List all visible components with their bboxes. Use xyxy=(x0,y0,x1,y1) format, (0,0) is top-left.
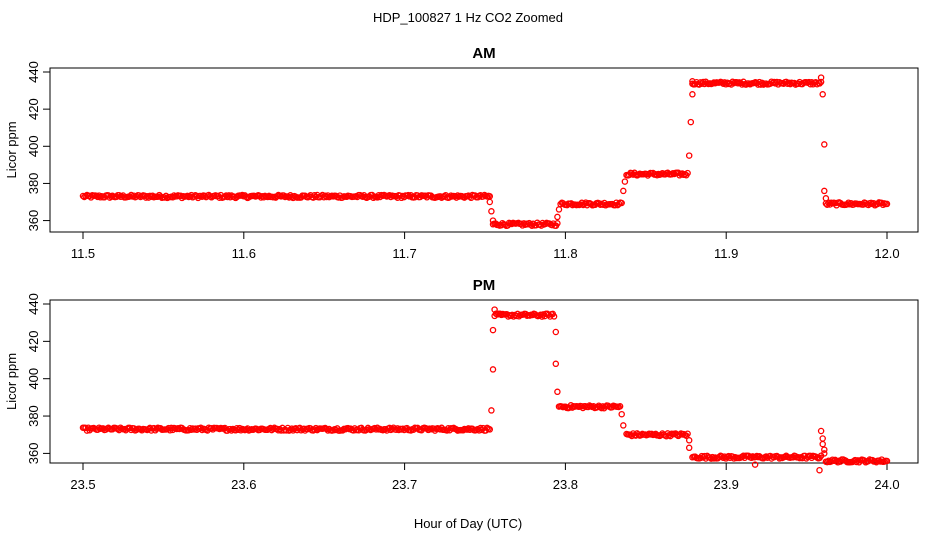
data-point xyxy=(684,169,691,177)
y-tick-label: 380 xyxy=(26,173,41,195)
data-point xyxy=(819,91,826,98)
panel-pm: PM 23.5 23.6 23.7 23.8 23.9 24.0 360 380 400 420 44… xyxy=(4,277,919,492)
data-point xyxy=(550,313,558,320)
x-tick-label: 23.9 xyxy=(714,477,739,492)
data-point xyxy=(819,440,826,448)
data-point xyxy=(817,74,825,81)
data-point xyxy=(616,403,624,410)
y-tick-label: 440 xyxy=(26,61,41,83)
data-point xyxy=(685,152,693,159)
x-tick-label: 11.8 xyxy=(553,246,577,261)
data-point xyxy=(819,435,826,442)
data-point xyxy=(554,220,561,227)
data-point xyxy=(733,78,740,86)
data-point xyxy=(883,457,891,465)
x-tick-label: 11.5 xyxy=(71,246,95,261)
data-point xyxy=(491,306,498,313)
data-point xyxy=(816,466,823,474)
x-tick-label: 23.8 xyxy=(553,477,578,492)
x-tick-label: 23.7 xyxy=(392,477,417,492)
data-point xyxy=(689,91,696,98)
data-point xyxy=(552,328,560,336)
data-point xyxy=(465,425,472,432)
panel-title: AM xyxy=(472,45,495,62)
data-points xyxy=(79,74,891,230)
data-point xyxy=(677,430,685,437)
y-tick-label: 380 xyxy=(26,405,41,427)
x-tick-label: 11.6 xyxy=(232,246,256,261)
data-point xyxy=(486,198,494,206)
data-point xyxy=(620,187,627,195)
y-axis-label: Licor ppm xyxy=(4,121,19,178)
y-tick-label: 360 xyxy=(26,210,41,232)
data-point xyxy=(488,208,495,215)
data-point xyxy=(554,213,561,221)
x-tick-label: 11.9 xyxy=(714,246,738,261)
data-point xyxy=(685,437,693,444)
data-point xyxy=(488,407,495,414)
data-point xyxy=(486,426,494,433)
data-point xyxy=(618,410,625,418)
x-tick-label: 23.5 xyxy=(70,477,95,492)
data-point xyxy=(552,360,560,368)
data-points xyxy=(79,306,891,474)
data-point xyxy=(821,141,828,148)
data-point xyxy=(689,78,696,85)
figure-title: HDP_100827 1 Hz CO2 Zoomed xyxy=(373,10,563,25)
data-point xyxy=(687,118,695,126)
x-axis-label: Hour of Day (UTC) xyxy=(414,516,522,531)
x-tick-label: 12.0 xyxy=(874,246,899,261)
x-tick-label: 11.7 xyxy=(392,246,416,261)
data-point xyxy=(628,170,636,177)
y-tick-label: 400 xyxy=(26,135,41,157)
x-tick-label: 24.0 xyxy=(874,477,899,492)
data-point xyxy=(489,217,497,224)
data-point xyxy=(821,446,828,453)
y-axis-label: Licor ppm xyxy=(4,353,19,410)
data-point xyxy=(751,461,759,468)
y-tick-label: 420 xyxy=(26,330,41,352)
y-tick-label: 440 xyxy=(26,293,41,315)
data-point xyxy=(621,178,629,185)
data-point xyxy=(618,199,625,207)
data-point xyxy=(823,458,831,466)
data-point xyxy=(817,78,825,86)
panel-title: PM xyxy=(473,277,496,294)
data-point xyxy=(883,200,891,208)
data-point xyxy=(684,430,691,437)
data-point xyxy=(762,453,770,460)
data-point xyxy=(489,326,497,334)
data-point xyxy=(821,450,828,457)
data-point xyxy=(653,171,661,179)
data-point xyxy=(548,221,556,229)
data-point xyxy=(554,388,561,396)
data-point xyxy=(620,422,627,429)
data-point xyxy=(817,427,825,435)
plot-frame xyxy=(49,299,919,464)
data-point xyxy=(753,452,761,460)
data-point xyxy=(853,458,860,466)
data-point xyxy=(822,195,830,202)
x-tick-label: 23.6 xyxy=(231,477,256,492)
y-tick-label: 400 xyxy=(26,368,41,390)
data-point xyxy=(685,444,693,452)
data-point xyxy=(816,80,823,87)
data-point xyxy=(489,366,497,373)
data-point xyxy=(748,454,755,462)
y-tick-label: 360 xyxy=(26,443,41,465)
data-point xyxy=(97,194,104,201)
y-tick-label: 420 xyxy=(26,98,41,120)
data-point xyxy=(555,206,563,213)
plot-frame xyxy=(49,67,919,233)
panel-am: AM 11.5 11.6 11.7 11.8 11.9 12.0 360 380 400 420 44… xyxy=(4,45,919,261)
data-point xyxy=(821,187,828,195)
data-point xyxy=(228,427,235,434)
